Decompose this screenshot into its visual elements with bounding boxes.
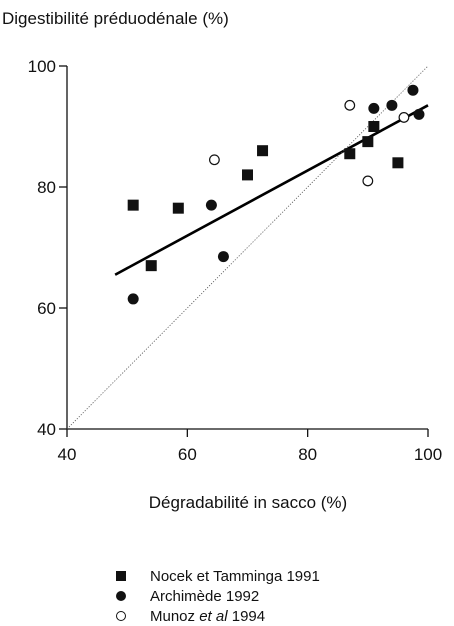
legend-label: Archimède 1992 (150, 587, 260, 605)
legend-item-nocek: Nocek et Tamminga 1991 (112, 566, 442, 586)
square-point (392, 157, 404, 169)
x-tick-label: 80 (298, 445, 317, 464)
y-tick-label: 60 (37, 299, 56, 318)
legend-label-part: Munoz (150, 607, 200, 625)
identity-line (66, 65, 429, 430)
square-point (344, 148, 356, 160)
x-tick-label: 60 (178, 445, 197, 464)
square-point (145, 260, 157, 272)
open-circle-point (209, 154, 220, 166)
chart-title: Digestibilité préduodénale (%) (2, 9, 229, 28)
regression-line (114, 104, 429, 276)
filled-circle-point (407, 84, 419, 96)
filled-circle-icon (112, 589, 134, 603)
square-point (172, 202, 184, 214)
legend-item-munoz: Munoz et al 1994 (112, 606, 442, 626)
filled-circle-point (205, 199, 217, 211)
square-point (257, 145, 269, 157)
square-point (362, 136, 374, 148)
square-point (242, 169, 253, 181)
x-tick-label: 100 (414, 445, 442, 464)
square-point (368, 121, 380, 132)
y-tick-label: 80 (37, 178, 56, 197)
legend-label: Munoz et al 1994 (150, 608, 265, 625)
filled-circle-point (217, 251, 229, 263)
legend-label: Nocek et Tamminga 1991 (150, 567, 320, 585)
open-circle-point (398, 112, 410, 123)
x-axis-label: Dégradabilité in sacco (%) (149, 493, 347, 512)
y-tick-label: 40 (37, 420, 56, 439)
reference-lines (66, 65, 429, 430)
legend-item-archimede: Archimède 1992 (112, 586, 442, 606)
chart-svg: Digestibilité préduodénale (%) Dégradabi… (2, 9, 443, 512)
filled-square-icon (112, 569, 134, 583)
legend: Nocek et Tamminga 1991 Archimède 1992 Mu… (112, 566, 442, 626)
filled-circle-point (413, 108, 425, 120)
x-tick-label: 40 (58, 445, 77, 464)
axes: 40 60 80 100 40 60 80 100 (28, 57, 443, 464)
legend-label-part: 1994 (227, 607, 266, 625)
square-point (127, 199, 139, 211)
legend-label-italic: et al (199, 607, 228, 625)
filled-circle-point (368, 102, 380, 114)
open-circle-point (362, 175, 374, 187)
open-circle-point (344, 99, 356, 111)
filled-circle-point (127, 293, 139, 305)
y-tick-label: 100 (28, 57, 56, 76)
open-circle-icon (112, 609, 134, 623)
filled-circle-point (386, 99, 398, 111)
data-points (127, 84, 425, 305)
